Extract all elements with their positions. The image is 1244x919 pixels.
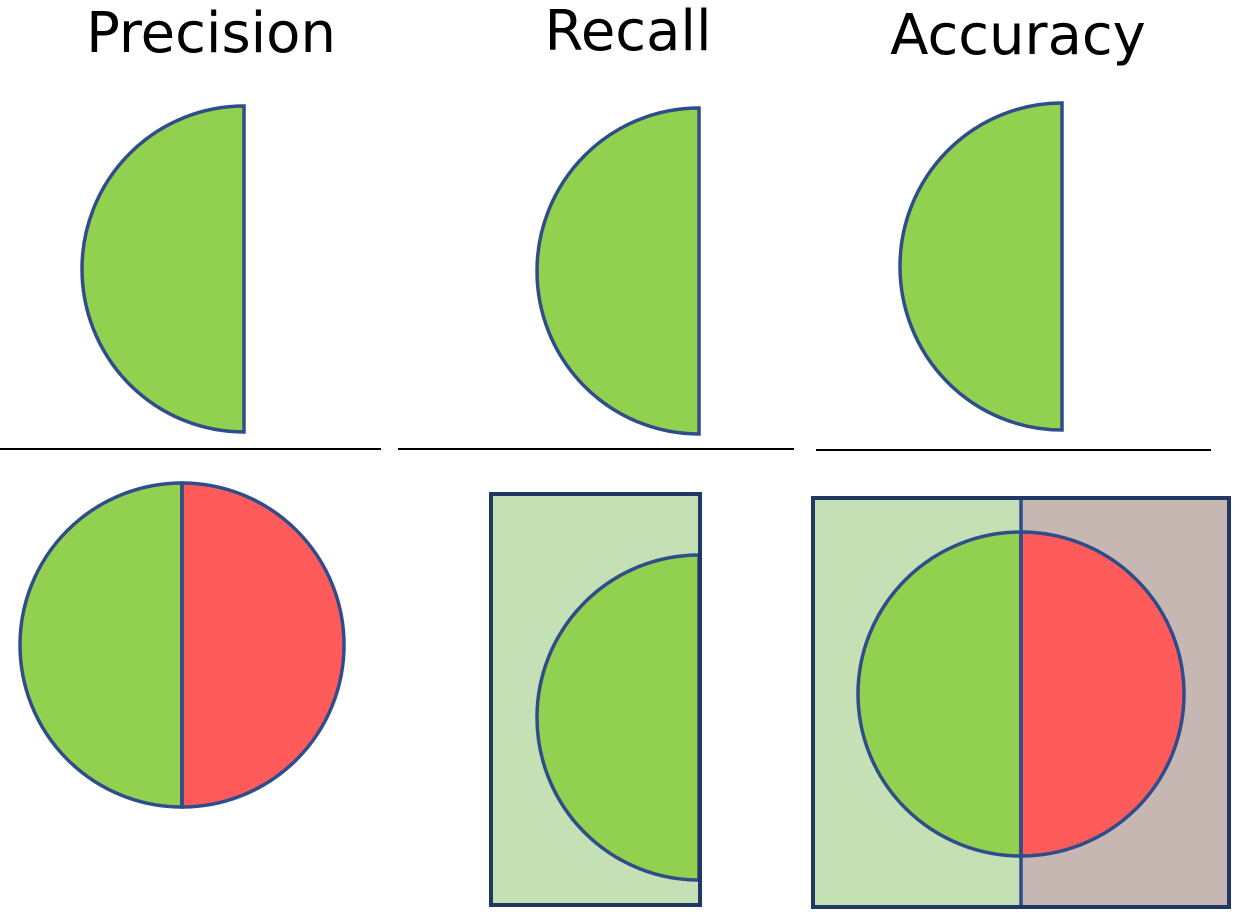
precision-denominator [18, 481, 346, 809]
precision-irrelevant-half [180, 481, 346, 809]
recall-frame [489, 492, 702, 907]
precision-heading: Precision [86, 1, 336, 66]
accuracy-denominator [811, 496, 1231, 909]
accuracy-irrelevant-half [1019, 530, 1186, 858]
accuracy-heading: Accuracy [890, 3, 1146, 68]
recall-numerator-half-disc [535, 106, 701, 436]
accuracy-frame [811, 496, 1231, 909]
accuracy-relevant-half [856, 530, 1023, 858]
precision-relevant-half [18, 481, 184, 809]
recall-heading: Recall [544, 0, 711, 64]
recall-denominator [489, 492, 702, 907]
precision-numerator-half-disc [80, 104, 246, 434]
recall-denominator-half-disc [535, 553, 701, 882]
accuracy-numerator-half-disc [898, 101, 1064, 432]
